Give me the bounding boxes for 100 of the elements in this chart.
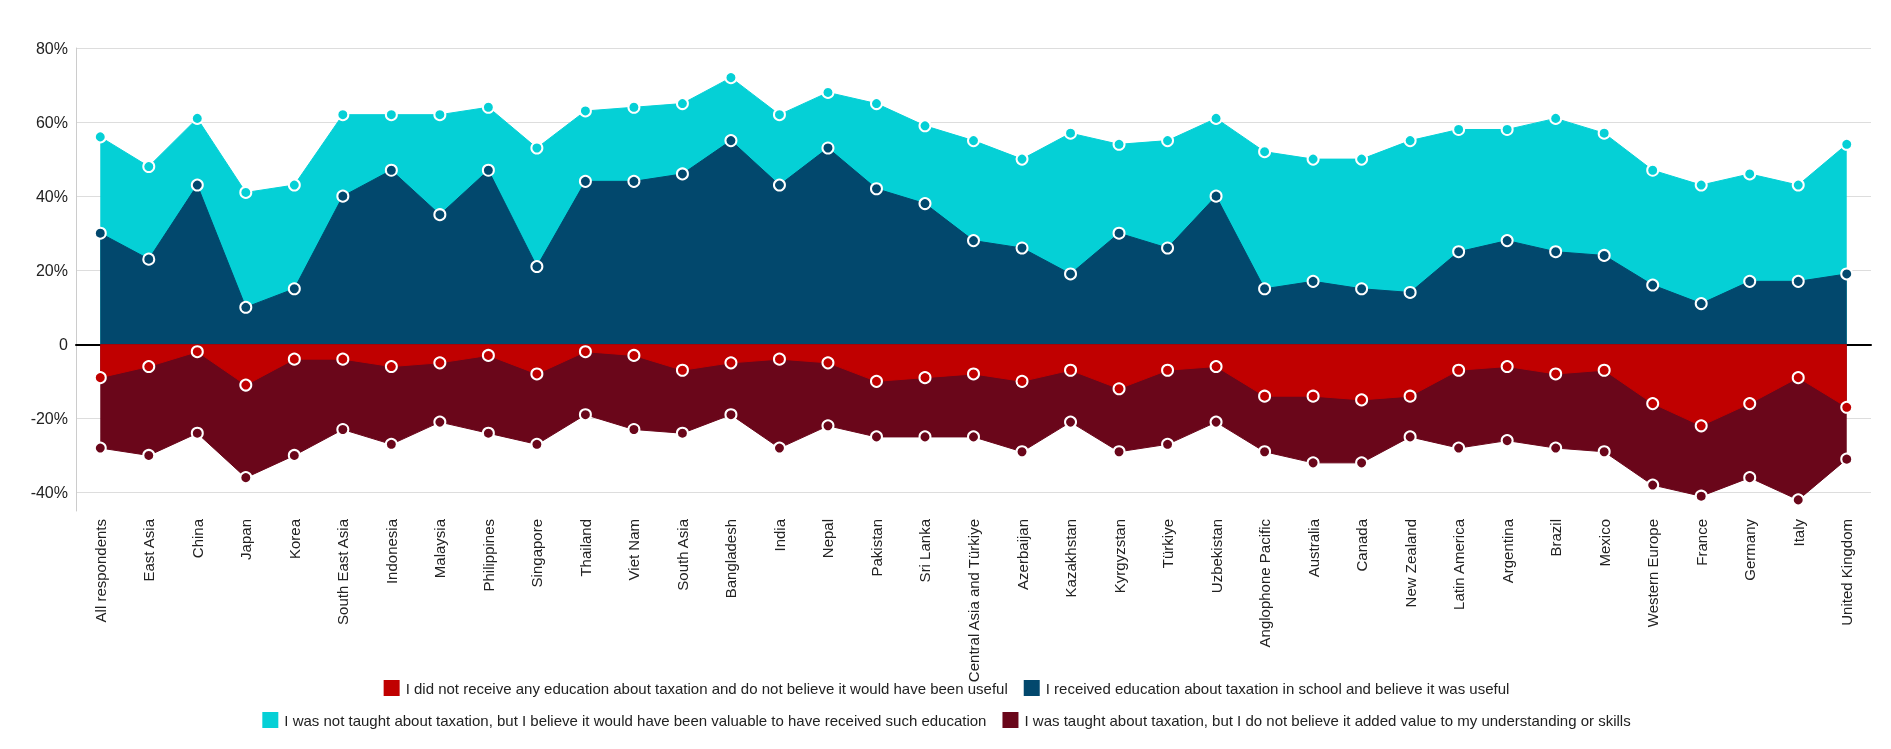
point: [239, 471, 253, 485]
point: [142, 252, 156, 266]
x-tick-label: Kyrgyzstan: [1110, 519, 1128, 594]
y-tick-label: 20%: [35, 261, 68, 279]
x-tick-label: South Asia: [673, 518, 691, 591]
point: [869, 374, 883, 388]
point: [530, 141, 544, 155]
point: [142, 160, 156, 174]
point: [1161, 241, 1175, 255]
point: [1646, 478, 1660, 492]
point: [287, 448, 301, 462]
point: [627, 348, 641, 362]
point: [530, 260, 544, 274]
point: [675, 97, 689, 111]
point: [675, 426, 689, 440]
point: [93, 226, 107, 240]
x-tick-label: Philippines: [479, 519, 497, 592]
point: [1258, 389, 1272, 403]
point: [1694, 489, 1708, 503]
point: [190, 111, 204, 125]
point: [1306, 389, 1320, 403]
point: [1549, 441, 1563, 455]
x-tick-label: East Asia: [140, 518, 158, 582]
x-tick-label: Singapore: [528, 519, 546, 588]
x-tick-label: Bangladesh: [722, 519, 740, 599]
point: [821, 356, 835, 370]
point: [93, 441, 107, 455]
point: [1306, 456, 1320, 470]
point: [1306, 152, 1320, 166]
point: [1452, 245, 1466, 259]
x-tick-label: Central Asia and Türkiye: [965, 519, 982, 683]
x-tick-label: China: [188, 518, 206, 559]
x-tick-label: All respondents: [91, 519, 109, 623]
point: [1161, 437, 1175, 451]
point: [578, 408, 592, 422]
point: [1597, 445, 1611, 459]
legend-label: I was not taught about taxation, but I believe it would have been valuable to have received such education: [284, 711, 987, 729]
point: [1258, 145, 1272, 159]
point: [287, 178, 301, 192]
x-tick-label: Kazakhstan: [1062, 519, 1080, 598]
point: [1694, 297, 1708, 311]
point: [1209, 415, 1223, 429]
point: [1694, 419, 1708, 433]
point: [1015, 152, 1029, 166]
point: [481, 163, 495, 177]
point: [1840, 267, 1854, 281]
y-tick-label: 0: [59, 335, 69, 353]
point: [1161, 134, 1175, 148]
point: [384, 360, 398, 374]
point: [530, 437, 544, 451]
x-tick-label: Azerbaijan: [1013, 519, 1031, 590]
point: [1161, 363, 1175, 377]
point: [433, 208, 447, 222]
point: [481, 348, 495, 362]
x-tick-label: Anglophone Pacific: [1256, 518, 1274, 648]
point: [1015, 374, 1029, 388]
point: [869, 430, 883, 444]
y-tick-label: -20%: [30, 409, 68, 427]
x-tick-label: Argentina: [1498, 518, 1516, 584]
x-tick-label: Indonesia: [382, 518, 400, 585]
point: [336, 108, 350, 122]
point: [675, 363, 689, 377]
point: [1597, 126, 1611, 140]
x-tick-label: Brazil: [1547, 519, 1565, 557]
point: [384, 163, 398, 177]
x-tick-label: Sri Lanka: [916, 518, 934, 583]
point: [433, 415, 447, 429]
point: [190, 345, 204, 359]
point: [1209, 360, 1223, 374]
point: [1403, 430, 1417, 444]
point: [481, 100, 495, 114]
point: [918, 197, 932, 211]
point: [1355, 282, 1369, 296]
point: [869, 97, 883, 111]
point: [1743, 397, 1757, 411]
point: [627, 174, 641, 188]
point: [1452, 363, 1466, 377]
x-tick-label: United Kingdom: [1838, 519, 1856, 626]
point: [1743, 471, 1757, 485]
point: [1403, 134, 1417, 148]
point: [1064, 126, 1078, 140]
x-tick-label: Mexico: [1595, 519, 1613, 567]
point: [481, 426, 495, 440]
point: [1840, 400, 1854, 414]
point: [1209, 111, 1223, 125]
point: [1258, 282, 1272, 296]
x-tick-label: Nepal: [819, 519, 837, 559]
point: [1064, 267, 1078, 281]
point: [384, 437, 398, 451]
point: [142, 448, 156, 462]
x-tick-label: Korea: [285, 518, 303, 560]
x-tick-label: Malaysia: [431, 518, 449, 579]
x-tick-label: Viet Nam: [625, 519, 643, 581]
point: [1403, 389, 1417, 403]
point: [1840, 452, 1854, 466]
point: [821, 419, 835, 433]
point: [869, 182, 883, 196]
point: [190, 426, 204, 440]
point: [1112, 445, 1126, 459]
point: [772, 178, 786, 192]
